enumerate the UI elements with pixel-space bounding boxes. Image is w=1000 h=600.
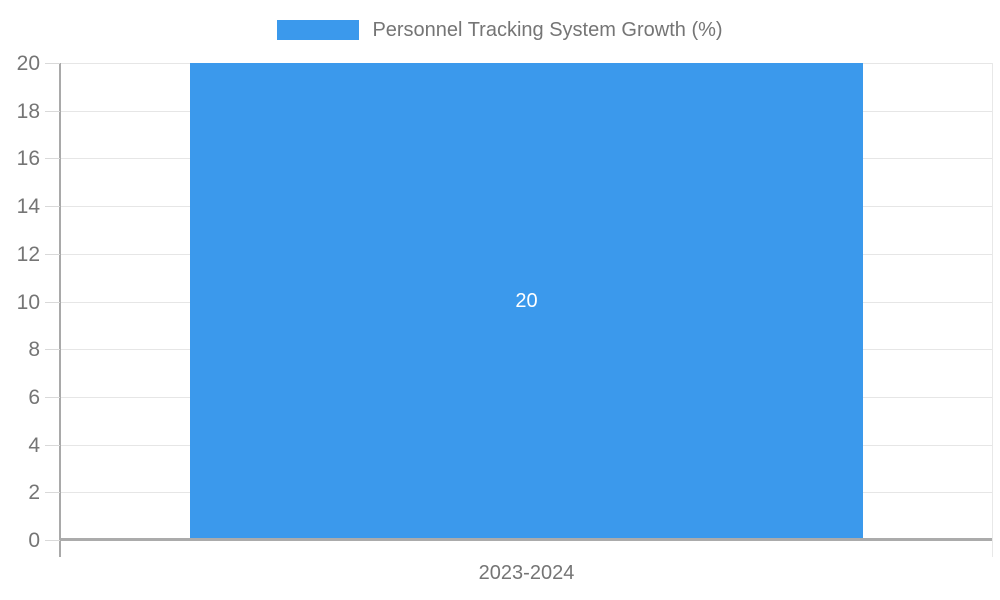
y-tick-18 [45,110,60,112]
y-tick-label-16: 16 [16,147,40,171]
y-tick-6 [45,396,60,398]
y-tick-label-4: 4 [28,433,40,457]
y-tick-20 [45,63,60,64]
legend[interactable]: Personnel Tracking System Growth (%) [0,18,1000,42]
y-tick-label-2: 2 [28,481,40,505]
right-boundary-line [992,63,993,557]
y-tick-14 [45,206,60,208]
y-tick-label-8: 8 [28,338,40,362]
y-tick-label-10: 10 [16,290,40,314]
legend-swatch [277,20,360,40]
y-tick-4 [45,444,60,446]
y-tick-12 [45,253,60,255]
legend-label: Personnel Tracking System Growth (%) [372,19,723,41]
bar-value-label: 20 [515,290,538,312]
bar-2023-2024[interactable]: 20 [190,63,863,540]
x-axis-line [60,538,993,541]
y-axis-line [59,63,61,557]
y-tick-label-12: 12 [16,242,40,266]
y-tick-label-0: 0 [28,529,40,552]
y-tick-8 [45,349,60,351]
y-tick-label-18: 18 [16,99,40,123]
y-tick-2 [45,492,60,494]
y-tick-10 [45,301,60,303]
x-axis-category-label: 2023-2024 [478,562,575,584]
y-tick-16 [45,158,60,160]
plot-area: 20 [60,63,993,541]
y-tick-label-6: 6 [28,385,40,409]
y-tick-label-14: 14 [16,195,40,219]
y-tick-label-20: 20 [16,52,40,75]
y-tick-0 [45,540,60,541]
